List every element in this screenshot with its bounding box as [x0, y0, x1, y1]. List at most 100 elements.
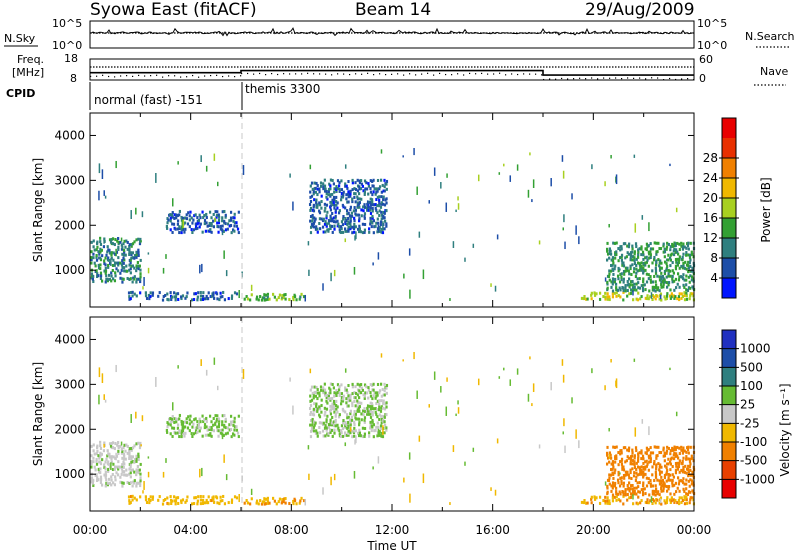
velocity-echo-cell: [210, 434, 213, 438]
nave-dot: [168, 75, 170, 77]
velocity-echo-cell: [95, 473, 98, 477]
velocity-echo-cell: [624, 470, 628, 474]
power-echo-cell: [378, 187, 381, 191]
velocity-echo-cell: [180, 432, 183, 436]
power-echo-cell: [161, 298, 165, 302]
velocity-echo-cell: [92, 443, 95, 447]
velocity-echo-cell: [659, 479, 663, 483]
power-echo-cell: [689, 292, 692, 296]
power-echo-cell: [383, 216, 386, 220]
power-echo-cell: [101, 254, 104, 258]
velocity-echo-cell: [378, 417, 381, 421]
velocity-echo-cell: [171, 434, 174, 438]
velocity-echo-cell: [683, 502, 687, 506]
nave-dot: [253, 73, 255, 75]
date-label: 29/Aug/2009: [585, 0, 695, 20]
power-echo-cell: [133, 240, 136, 244]
power-echo-cell: [651, 269, 654, 273]
power-echo-cell: [123, 250, 126, 254]
velocity-echo-cell: [331, 423, 334, 427]
power-echo-cell: [630, 253, 633, 257]
power-echo-cell: [110, 256, 113, 260]
power-echo-cell: [651, 285, 654, 289]
velocity-echo-cell: [289, 377, 291, 382]
velocity-echo-cell: [370, 402, 374, 406]
power-echo-cell: [266, 292, 269, 296]
velocity-echo-cell: [550, 382, 552, 391]
velocity-echo-cell: [349, 412, 352, 416]
velocity-echo-cell: [367, 412, 370, 416]
nave-dot: [108, 75, 110, 78]
power-echo-cell: [593, 291, 596, 295]
power-echo-cell: [678, 266, 681, 270]
velocity-echo-cell: [675, 464, 678, 468]
nave-dot: [144, 75, 146, 77]
cpid-panel: CPID normal (fast) -151 themis 3300: [6, 82, 320, 110]
power-echo-cell: [660, 271, 663, 275]
velocity-echo-cell: [133, 458, 137, 462]
power-echo-cell: [377, 252, 380, 260]
velocity-echo-cell: [142, 490, 144, 494]
velocity-echo-cell: [212, 497, 215, 501]
velocity-echo-cell: [360, 401, 363, 405]
velocity-echo-cell: [113, 483, 117, 487]
power-echo-cell: [375, 198, 378, 202]
velocity-echo-cell: [162, 499, 165, 503]
velocity-echo-cell: [144, 498, 148, 502]
power-echo-cell: [409, 289, 411, 299]
velocity-echo-cell: [136, 465, 139, 469]
velocity-echo-cell: [370, 429, 373, 433]
power-echo-cell: [341, 223, 345, 227]
nave-dot: [114, 76, 116, 78]
velocity-echo-cell: [590, 495, 593, 499]
velocity-echo-cell: [440, 386, 442, 393]
velocity-echo-cell: [356, 409, 359, 413]
power-echo-cell: [380, 202, 383, 206]
power-echo-cell: [228, 219, 231, 223]
power-echo-cell: [335, 200, 338, 204]
velocity-echo-cell: [149, 499, 152, 503]
nave-dot: [331, 74, 333, 76]
velocity-echo-cell: [117, 449, 120, 453]
velocity-echo-cell: [95, 458, 98, 462]
power-echo-cell: [612, 241, 615, 245]
power-echo-cell: [354, 208, 358, 212]
freq-tick-high: 18: [64, 52, 78, 65]
power-echo-cell: [452, 241, 455, 248]
power-echo-cell: [144, 291, 147, 295]
power-echo-cell: [203, 219, 207, 223]
velocity-echo-cell: [218, 419, 221, 423]
velocity-echo-cell: [122, 465, 125, 469]
power-echo-cell: [681, 255, 684, 259]
power-echo-cell: [687, 253, 690, 257]
velocity-echo-cell: [329, 397, 332, 401]
velocity-echo-cell: [329, 382, 333, 386]
velocity-echo-cell: [96, 479, 99, 483]
velocity-echo-cell: [103, 473, 106, 477]
nave-dot: [597, 78, 599, 80]
power-echo-cell: [682, 273, 685, 277]
velocity-echo-cell: [615, 457, 618, 461]
velocity-echo-cell: [650, 496, 653, 503]
power-echo-cell: [218, 298, 221, 302]
velocity-echo-cell: [316, 431, 319, 435]
velocity-echo-cell: [100, 483, 104, 487]
velocity-echo-cell: [382, 418, 385, 422]
power-echo-cell: [633, 154, 636, 158]
velocity-echo-cell: [329, 398, 332, 402]
power-echo-cell: [219, 227, 222, 231]
velocity-echo-cell: [375, 394, 378, 398]
velocity-echo-cell: [182, 420, 185, 424]
power-echo-cell: [100, 248, 103, 252]
power-echo-cell: [625, 255, 628, 259]
power-echo-cell: [648, 289, 651, 293]
velocity-echo-cell: [635, 475, 638, 479]
power-echo-cell: [635, 297, 638, 301]
velocity-echo-cell: [673, 445, 676, 449]
velocity-echo-cell: [645, 476, 648, 480]
velocity-echo-cell: [96, 449, 99, 453]
power-echo-cell: [366, 208, 369, 212]
velocity-echo-cell: [121, 469, 124, 473]
velocity-echo-cell: [607, 479, 611, 483]
power-echo-cell: [681, 247, 685, 251]
